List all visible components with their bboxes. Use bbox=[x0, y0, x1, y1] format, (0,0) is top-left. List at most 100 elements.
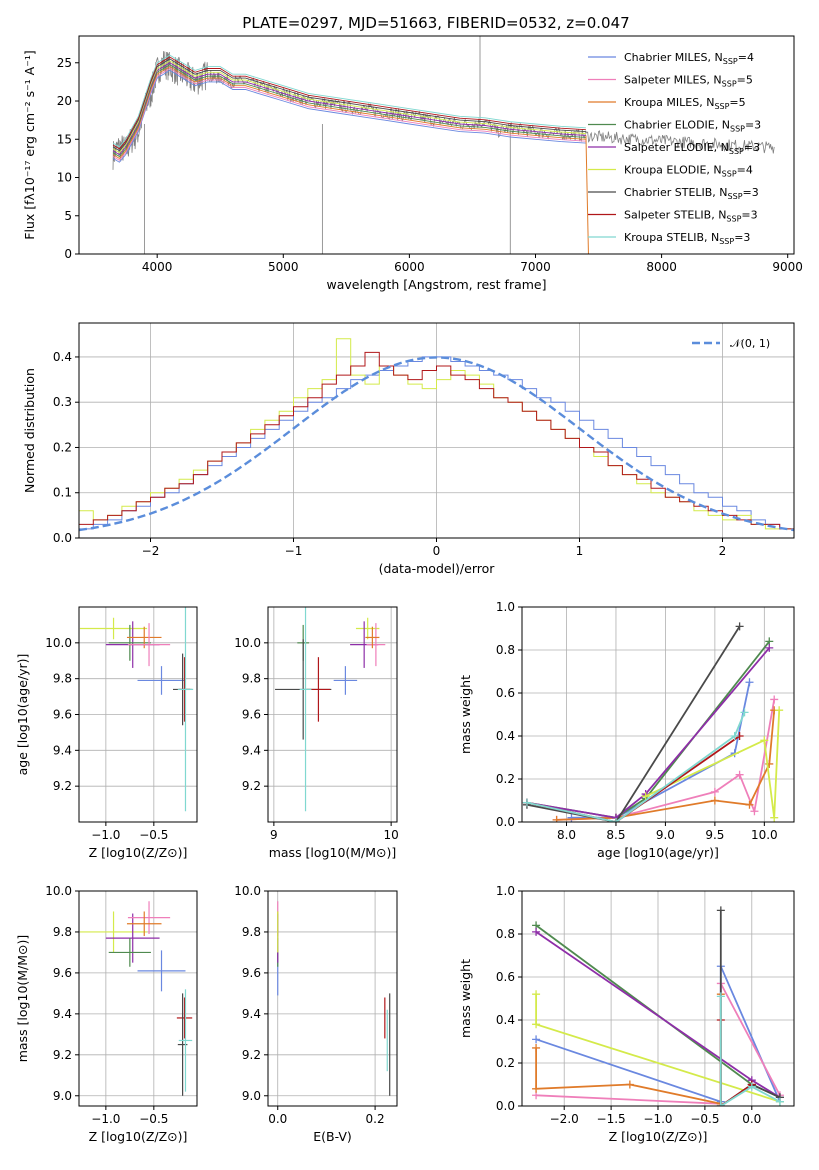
legend-entry-text: Salpeter MILES, N bbox=[624, 74, 722, 87]
legend-entry-n: =5 bbox=[729, 96, 745, 109]
y-tick-label: 0.6 bbox=[496, 970, 515, 984]
y-tick-label: 9.2 bbox=[242, 779, 261, 793]
y-tick-label: 9.0 bbox=[242, 1089, 261, 1103]
model-spectrum-line bbox=[112, 64, 586, 158]
legend-entry-label: Chabrier STELIB, NSSP=3 bbox=[624, 186, 759, 201]
x-tick-label: 10 bbox=[383, 828, 398, 842]
plot-area-age_vs_Z bbox=[79, 607, 194, 812]
legend-entry-label: Salpeter MILES, NSSP=5 bbox=[624, 74, 753, 89]
legend-entry-n: =3 bbox=[741, 209, 757, 222]
x-tick-label: 4000 bbox=[142, 260, 173, 274]
legend-entry-label: Kroupa MILES, NSSP=5 bbox=[624, 96, 746, 111]
legend-entry-n: =4 bbox=[737, 164, 753, 177]
y-tick-label: 9.0 bbox=[53, 1089, 72, 1103]
x-axis-label: Z [log10(Z/Z⊙)] bbox=[609, 1129, 708, 1144]
x-tick-label: 2 bbox=[719, 544, 727, 558]
x-tick-label: 9000 bbox=[772, 260, 803, 274]
series-line bbox=[526, 625, 741, 822]
series-marker bbox=[532, 1084, 541, 1093]
series-marker bbox=[710, 787, 719, 796]
x-axis-label: age [log10(age/yr)] bbox=[597, 845, 719, 860]
legend-entry-label: Chabrier MILES, NSSP=4 bbox=[624, 51, 754, 66]
y-tick-label: 0.4 bbox=[53, 350, 72, 364]
x-tick-label: −0.5 bbox=[139, 828, 168, 842]
y-tick-label: 9.4 bbox=[53, 1007, 72, 1021]
series-marker bbox=[552, 815, 561, 822]
y-tick-label: 9.4 bbox=[242, 743, 261, 757]
x-axis-label: Z [log10(Z/Z⊙)] bbox=[89, 845, 188, 860]
legend-entry-text: Kroupa ELODIE, N bbox=[624, 164, 722, 177]
series-marker bbox=[532, 927, 541, 936]
x-tick-label: 9.0 bbox=[656, 828, 675, 842]
y-tick-label: 0.4 bbox=[496, 1013, 515, 1027]
series-line bbox=[645, 710, 781, 818]
legend-entry-sub: SSP bbox=[714, 102, 729, 111]
y-axis-label: mass weight bbox=[458, 959, 473, 1038]
panel-age_vs_Z: −1.0 −0.5 9.2 9.4 9.6 9.8 10.0 Z [log10(Z/Z⊙)] a… bbox=[15, 606, 198, 860]
series-marker bbox=[735, 622, 744, 631]
series-marker bbox=[522, 798, 531, 807]
legend-entry-sub: SSP bbox=[723, 57, 738, 66]
series-marker bbox=[770, 695, 779, 704]
x-tick-label: −2.0 bbox=[550, 1112, 579, 1126]
legend-entry-text: Chabrier ELODIE, N bbox=[624, 119, 730, 132]
x-tick-label: −1 bbox=[285, 544, 303, 558]
model-spectrum-line bbox=[112, 66, 586, 159]
y-tick-label: 9.8 bbox=[242, 672, 261, 686]
axes-frame bbox=[78, 35, 795, 255]
series-marker bbox=[532, 1043, 541, 1052]
y-tick-label: 10 bbox=[57, 171, 72, 185]
y-tick-label: 9.4 bbox=[242, 1007, 261, 1021]
legend-entry-text: Kroupa STELIB, N bbox=[624, 231, 719, 244]
series-marker bbox=[532, 1035, 541, 1044]
y-tick-label: 10.0 bbox=[45, 884, 72, 898]
y-tick-label: 25 bbox=[57, 56, 72, 70]
y-tick-label: 5 bbox=[64, 209, 72, 223]
series-marker bbox=[765, 643, 774, 652]
series-line bbox=[526, 712, 746, 822]
axes-frame bbox=[267, 890, 398, 1107]
legend-entry-sub: SSP bbox=[726, 215, 741, 224]
legend-entry-sub: SSP bbox=[730, 125, 745, 134]
axes-frame bbox=[78, 890, 198, 1107]
y-axis-label: age [log10(age/yr)] bbox=[15, 654, 30, 776]
legend-entry-text: Chabrier MILES, N bbox=[624, 51, 723, 64]
y-axis-label: Flux [fλ10⁻¹⁷ erg cm⁻² s⁻¹ A⁻¹] bbox=[22, 50, 37, 239]
panel-spectrum: 4000 5000 6000 7000 8000 9000 0 5 10 15 20 25 wavele… bbox=[22, 35, 803, 292]
x-axis-label: E(B-V) bbox=[313, 1129, 352, 1144]
series-marker bbox=[750, 807, 759, 816]
x-tick-label: 8.5 bbox=[606, 828, 625, 842]
plot-area-weight_vs_age bbox=[522, 622, 784, 822]
series-marker bbox=[611, 818, 620, 822]
axes-frame bbox=[521, 606, 795, 823]
plot-area-spectrum bbox=[112, 36, 775, 254]
series-marker bbox=[745, 800, 754, 809]
model-spectrum-line bbox=[112, 62, 586, 156]
y-tick-label: 10.0 bbox=[45, 636, 72, 650]
y-axis-label: Normed distribution bbox=[22, 368, 37, 493]
y-tick-label: 0.0 bbox=[53, 531, 72, 545]
y-axis-label: mass weight bbox=[458, 675, 473, 754]
plot-area-mass_vs_Z bbox=[79, 901, 193, 1096]
series-marker bbox=[532, 990, 541, 999]
x-tick-label: 9 bbox=[270, 828, 278, 842]
x-tick-label: 7000 bbox=[520, 260, 551, 274]
x-tick-label: 1 bbox=[576, 544, 584, 558]
axes-frame bbox=[267, 606, 398, 823]
y-tick-label: 9.6 bbox=[53, 708, 72, 722]
x-tick-label: 8.0 bbox=[557, 828, 576, 842]
series-marker bbox=[716, 906, 725, 915]
legend-entry-label: 𝒩(0, 1) bbox=[730, 337, 770, 350]
series-marker bbox=[747, 1082, 756, 1091]
x-tick-label: −1.5 bbox=[597, 1112, 626, 1126]
axes-frame bbox=[78, 606, 198, 823]
y-tick-label: 9.8 bbox=[53, 672, 72, 686]
y-tick-label: 9.8 bbox=[242, 925, 261, 939]
panel-mass_vs_ebv: 0.0 0.2 9.0 9.2 9.4 9.6 9.8 10.0 E(B-V) bbox=[234, 884, 398, 1144]
panel-residuals: −2 −1 0 1 2 0.0 0.1 0.2 0.3 0.4 (data-model)/error… bbox=[22, 322, 795, 576]
y-tick-label: 0.2 bbox=[53, 440, 72, 454]
legend-entry-n: =3 bbox=[745, 119, 761, 132]
legend-entry-n: =3 bbox=[744, 141, 760, 154]
plot-area-age_vs_mass bbox=[275, 607, 386, 812]
